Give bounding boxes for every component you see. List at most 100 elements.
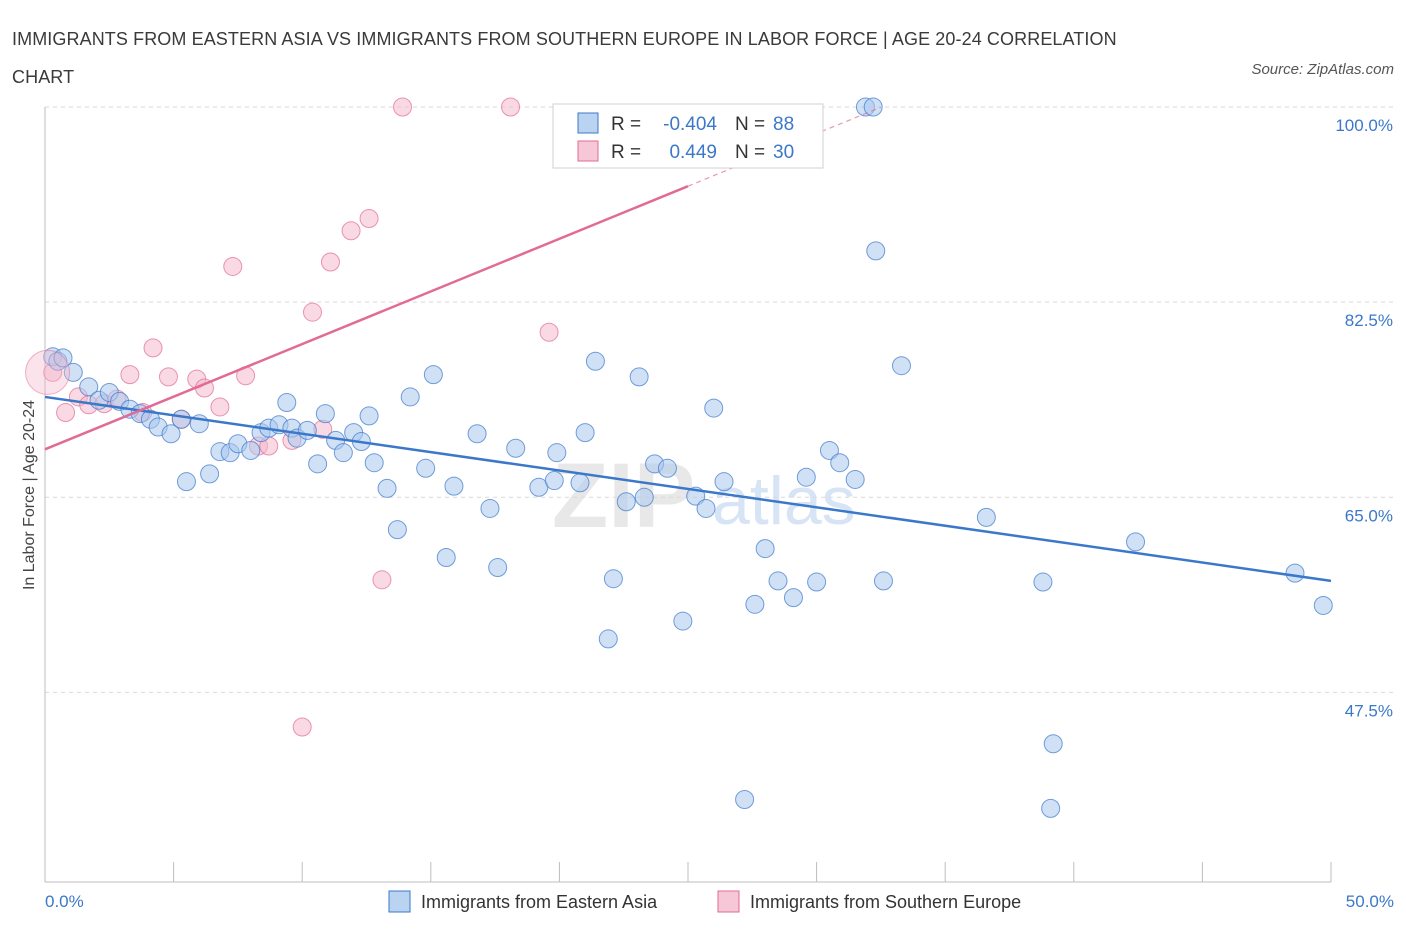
data-points bbox=[25, 97, 1333, 818]
x-tick-label-min: 0.0% bbox=[45, 892, 84, 911]
point-eastern-asia bbox=[863, 97, 883, 117]
series-legend-swatch-eastern-asia bbox=[388, 890, 411, 913]
point-eastern-asia bbox=[673, 611, 693, 631]
point-eastern-asia bbox=[467, 424, 487, 444]
point-southern-europe bbox=[292, 717, 312, 737]
watermark-atlas: atlas bbox=[712, 463, 856, 539]
point-eastern-asia bbox=[768, 571, 788, 591]
point-eastern-asia bbox=[506, 438, 526, 458]
point-eastern-asia bbox=[819, 440, 839, 460]
point-southern-europe bbox=[393, 97, 413, 117]
point-eastern-asia bbox=[315, 404, 335, 424]
point-eastern-asia bbox=[488, 558, 508, 578]
legend-r-label-1: R = bbox=[611, 114, 641, 135]
trend-lines bbox=[44, 106, 1332, 583]
point-eastern-asia bbox=[387, 520, 407, 540]
point-eastern-asia bbox=[444, 476, 464, 496]
point-eastern-asia bbox=[436, 548, 456, 568]
y-tick-labels: 47.5% 65.0% 82.5% 100.0% bbox=[1335, 116, 1393, 720]
point-eastern-asia bbox=[544, 471, 564, 491]
legend-r-label-2: R = bbox=[611, 142, 641, 163]
point-southern-europe bbox=[539, 322, 559, 342]
y-tick-label: 82.5% bbox=[1345, 311, 1393, 330]
point-southern-europe bbox=[56, 403, 76, 423]
trend-line-southern-europe bbox=[44, 185, 689, 451]
point-southern-europe bbox=[120, 365, 140, 385]
point-eastern-asia bbox=[783, 588, 803, 608]
point-eastern-asia bbox=[200, 464, 220, 484]
point-eastern-asia bbox=[333, 443, 353, 463]
point-southern-europe bbox=[302, 302, 322, 322]
legend-r-value-1: -0.404 bbox=[663, 114, 717, 135]
point-eastern-asia bbox=[634, 487, 654, 507]
point-eastern-asia bbox=[575, 423, 595, 443]
point-eastern-asia bbox=[603, 569, 623, 589]
point-southern-europe bbox=[372, 570, 392, 590]
legend-swatch-pink bbox=[577, 140, 599, 162]
point-eastern-asia bbox=[629, 367, 649, 387]
y-tick-label: 100.0% bbox=[1335, 116, 1393, 135]
point-eastern-asia bbox=[807, 572, 827, 592]
point-eastern-asia bbox=[161, 424, 181, 444]
point-eastern-asia bbox=[696, 498, 716, 518]
point-eastern-asia bbox=[845, 469, 865, 489]
point-eastern-asia bbox=[1043, 734, 1063, 754]
grid-lines bbox=[45, 106, 1395, 693]
point-eastern-asia bbox=[866, 241, 886, 261]
source-label: Source: ZipAtlas.com bbox=[1251, 61, 1394, 78]
y-axis-label: In Labor Force | Age 20-24 bbox=[21, 400, 38, 590]
point-eastern-asia bbox=[79, 377, 99, 397]
point-southern-europe bbox=[341, 221, 361, 241]
trend-extension-southern-europe bbox=[687, 106, 882, 187]
y-tick-label: 65.0% bbox=[1345, 506, 1393, 525]
point-eastern-asia bbox=[873, 571, 893, 591]
point-eastern-asia bbox=[830, 453, 850, 473]
point-eastern-asia bbox=[377, 478, 397, 498]
point-eastern-asia bbox=[1285, 563, 1305, 583]
point-eastern-asia bbox=[704, 398, 724, 418]
legend-n-label-2: N = bbox=[735, 142, 765, 163]
point-eastern-asia bbox=[480, 498, 500, 518]
point-eastern-asia bbox=[1033, 572, 1053, 592]
x-tick-label-max: 50.0% bbox=[1346, 892, 1394, 911]
point-eastern-asia bbox=[796, 467, 816, 487]
point-southern-europe bbox=[158, 367, 178, 387]
point-eastern-asia bbox=[598, 629, 618, 649]
point-eastern-asia bbox=[891, 356, 911, 376]
point-eastern-asia bbox=[400, 387, 420, 407]
chart-title: IMMIGRANTS FROM EASTERN ASIA VS IMMIGRAN… bbox=[12, 29, 1117, 87]
point-eastern-asia bbox=[364, 453, 384, 473]
trend-line-eastern-asia bbox=[44, 395, 1332, 583]
point-southern-europe bbox=[501, 97, 521, 117]
point-eastern-asia bbox=[359, 406, 379, 426]
point-southern-europe bbox=[143, 338, 163, 358]
point-eastern-asia bbox=[616, 492, 636, 512]
point-eastern-asia bbox=[277, 393, 297, 413]
point-eastern-asia bbox=[735, 789, 755, 809]
legend-n-value-2: 30 bbox=[773, 142, 794, 163]
legend-swatch-blue bbox=[577, 112, 599, 134]
point-southern-europe bbox=[223, 256, 243, 276]
point-eastern-asia bbox=[308, 454, 328, 474]
point-eastern-asia bbox=[423, 365, 443, 385]
series-legend-label-southern-europe: Immigrants from Southern Europe bbox=[750, 892, 1021, 912]
point-eastern-asia bbox=[976, 507, 996, 527]
point-eastern-asia bbox=[416, 458, 436, 478]
legend-n-value-1: 88 bbox=[773, 114, 794, 135]
point-eastern-asia bbox=[241, 440, 261, 460]
point-eastern-asia bbox=[1126, 532, 1146, 552]
point-eastern-asia bbox=[297, 420, 317, 440]
point-eastern-asia bbox=[570, 473, 590, 493]
point-southern-europe bbox=[320, 252, 340, 272]
x-axis-ticks bbox=[44, 862, 1332, 882]
point-eastern-asia bbox=[755, 539, 775, 559]
point-eastern-asia bbox=[171, 409, 191, 429]
legend-r-value-2: 0.449 bbox=[669, 142, 717, 163]
point-eastern-asia bbox=[714, 472, 734, 492]
point-eastern-asia bbox=[585, 351, 605, 371]
point-southern-europe bbox=[210, 397, 230, 417]
series-legend: Immigrants from Eastern Asia Immigrants … bbox=[388, 890, 1021, 913]
point-eastern-asia bbox=[745, 594, 765, 614]
point-southern-europe-large bbox=[25, 349, 71, 395]
